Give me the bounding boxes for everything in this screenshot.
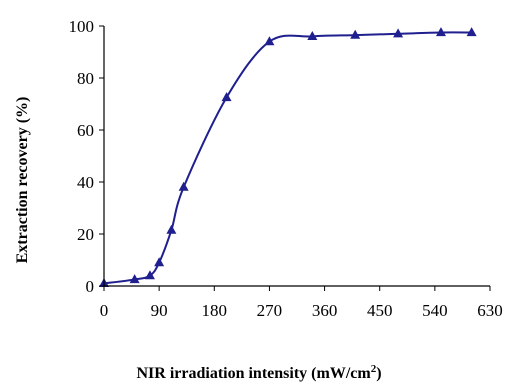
- data-point-marker: [435, 27, 446, 37]
- x-axis-ticks: 0 90 180 270 360 450 540 630: [100, 286, 503, 320]
- x-axis-title-end: ): [376, 365, 381, 382]
- x-tick-label: 360: [312, 301, 338, 320]
- y-axis-ticks: 0 20 40 60 80 100: [69, 17, 104, 296]
- data-point-marker: [393, 28, 404, 38]
- y-tick-label: 100: [69, 17, 95, 36]
- data-point-marker: [166, 224, 177, 234]
- x-axis-title: NIR irradiation intensity (mW/cm2): [136, 363, 381, 382]
- data-point-marker: [221, 92, 232, 102]
- data-point-marker: [307, 31, 318, 40]
- plot-area: 0 90 180 270 360 450 540 630 0 20 40 60 80 100: [69, 17, 503, 320]
- x-axis-title-text: NIR irradiation intensity (mW/cm: [136, 365, 371, 382]
- x-tick-label: 450: [367, 301, 393, 320]
- y-tick-label: 60: [77, 121, 94, 140]
- y-tick-label: 80: [77, 69, 94, 88]
- y-tick-label: 0: [86, 277, 95, 296]
- y-tick-label: 20: [77, 225, 94, 244]
- x-tick-label: 270: [257, 301, 283, 320]
- x-tick-label: 540: [422, 301, 448, 320]
- x-tick-label: 180: [202, 301, 228, 320]
- data-point-marker: [466, 27, 477, 37]
- series-line: [103, 31, 472, 285]
- x-axis-title-superscript: 2: [371, 363, 377, 375]
- data-point-marker: [264, 36, 275, 46]
- x-tick-label: 90: [151, 301, 168, 320]
- data-point-marker: [144, 270, 155, 280]
- data-point-marker: [178, 181, 189, 191]
- data-point-marker: [350, 29, 361, 39]
- data-point-marker: [129, 274, 140, 284]
- y-tick-label: 40: [77, 173, 94, 192]
- series-markers: [99, 27, 477, 287]
- x-tick-label: 630: [477, 301, 503, 320]
- y-axis-title: Extraction recovery (%): [14, 97, 31, 264]
- x-tick-label: 0: [100, 301, 109, 320]
- data-point-marker: [154, 257, 165, 267]
